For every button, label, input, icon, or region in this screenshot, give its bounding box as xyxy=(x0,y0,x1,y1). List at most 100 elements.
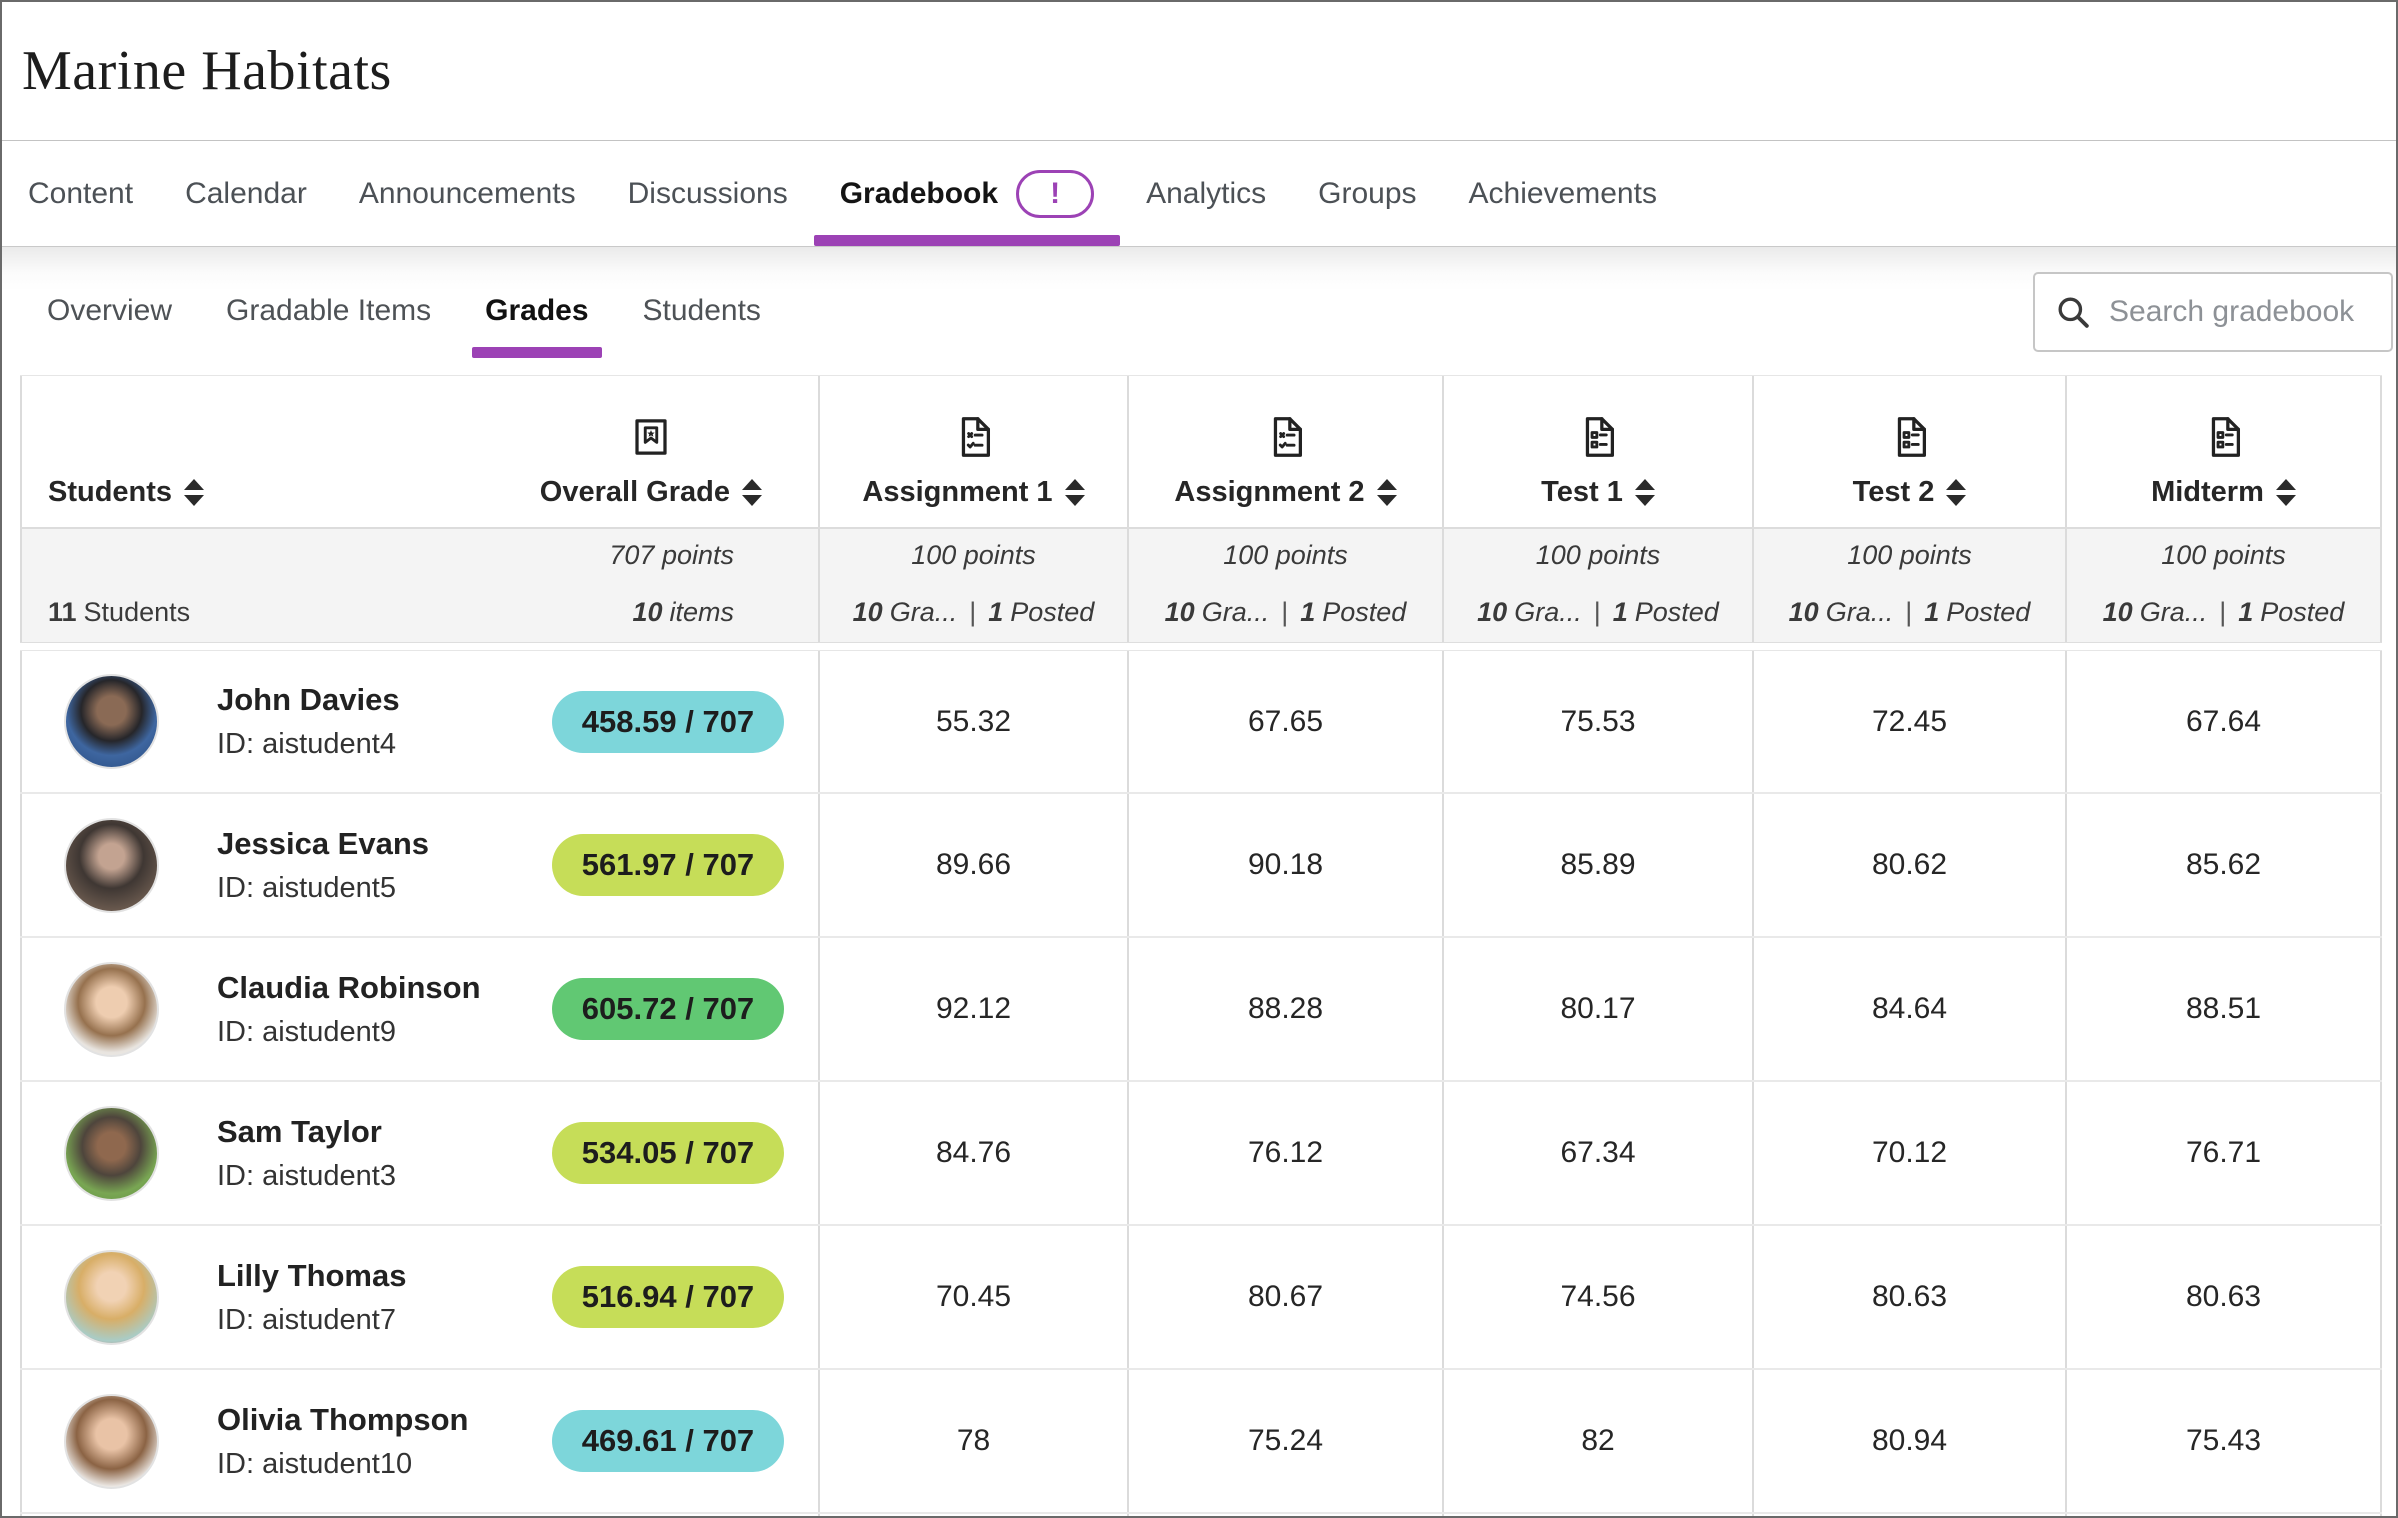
overall-points: 707 points xyxy=(20,529,820,582)
sort-icon[interactable] xyxy=(1064,479,1085,506)
grade-cell[interactable]: 75.43 xyxy=(2067,1370,2382,1512)
points-row: 707 points 100 points 100 points 100 poi… xyxy=(20,527,2382,582)
grade-cell[interactable]: 75.24 xyxy=(1129,1370,1444,1512)
search-icon xyxy=(2058,297,2089,328)
student-identity: Sam Taylor ID: aistudent3 xyxy=(217,1114,396,1193)
column-header-assignment-2[interactable]: Assignment 2 xyxy=(1129,376,1444,527)
grade-cell[interactable]: 89.66 xyxy=(820,794,1129,936)
grade-cell[interactable]: 82 xyxy=(1444,1370,1754,1512)
student-identity: John Davies ID: aistudent4 xyxy=(217,682,400,761)
overall-grade-pill[interactable]: 561.97 / 707 xyxy=(552,834,784,896)
counts-row: 11 Students 10 items 10 Gra... | 1 Posted 10 Gr… xyxy=(20,582,2382,643)
grade-cell[interactable]: 80.17 xyxy=(1444,938,1754,1080)
overall-grade-wrap: 516.94 / 707 xyxy=(518,1266,818,1328)
grade-cell[interactable]: 67.64 xyxy=(2067,651,2382,792)
grade-cell[interactable]: 80.62 xyxy=(1754,794,2067,936)
overall-grade-pill[interactable]: 469.61 / 707 xyxy=(552,1410,784,1472)
grade-cell[interactable]: 88.28 xyxy=(1129,938,1444,1080)
tab-groups[interactable]: Groups xyxy=(1318,176,1417,210)
grade-cell[interactable]: 70.12 xyxy=(1754,1082,2067,1224)
sort-icon[interactable] xyxy=(742,479,762,506)
search-gradebook[interactable] xyxy=(2033,272,2393,352)
overall-grade-wrap: 605.72 / 707 xyxy=(518,978,818,1040)
grade-cell[interactable]: 80.67 xyxy=(1129,1226,1444,1368)
overall-grade-pill[interactable]: 458.59 / 707 xyxy=(552,690,784,753)
grade-cell[interactable]: 85.62 xyxy=(2067,794,2382,936)
test-icon xyxy=(1585,417,1615,457)
grade-cell[interactable]: 74.56 xyxy=(1444,1226,1754,1368)
grade-cell[interactable]: 76.12 xyxy=(1129,1082,1444,1224)
student-row: Jessica Evans ID: aistudent5 561.97 / 70… xyxy=(20,794,2382,938)
grade-cell[interactable]: 84.76 xyxy=(820,1082,1129,1224)
student-cell[interactable]: John Davies ID: aistudent4 458.59 / 707 xyxy=(20,651,820,792)
grade-cell[interactable]: 80.94 xyxy=(1754,1370,2067,1512)
alert-badge: ! xyxy=(1016,169,1095,218)
student-name: Olivia Thompson xyxy=(217,1401,469,1437)
column-header-test-2[interactable]: Test 2 xyxy=(1754,376,2067,527)
sort-icon[interactable] xyxy=(184,479,205,506)
sort-icon[interactable] xyxy=(2275,479,2296,506)
student-id: ID: aistudent4 xyxy=(217,728,396,760)
assignment-icon xyxy=(1273,417,1302,457)
grade-cell[interactable]: 76.71 xyxy=(2067,1082,2382,1224)
column-status: 10 Gra... | 1 Posted xyxy=(1444,582,1754,642)
sort-icon[interactable] xyxy=(1634,479,1655,506)
overall-grade-wrap: 469.61 / 707 xyxy=(518,1410,818,1472)
tab-calendar[interactable]: Calendar xyxy=(185,176,307,210)
sort-icon[interactable] xyxy=(1376,479,1397,506)
grade-cell[interactable]: 70.45 xyxy=(820,1226,1129,1368)
column-status: 10 Gra... | 1 Posted xyxy=(1129,582,1444,642)
student-cell[interactable]: Sam Taylor ID: aistudent3 534.05 / 707 xyxy=(20,1082,820,1224)
overall-grade-pill[interactable]: 534.05 / 707 xyxy=(552,1122,784,1184)
grade-cell[interactable]: 90.18 xyxy=(1129,794,1444,936)
grade-cell[interactable]: 75.53 xyxy=(1444,651,1754,792)
students-column-header[interactable]: Students xyxy=(48,476,205,509)
overall-grade-wrap: 561.97 / 707 xyxy=(518,834,818,896)
subtab-overview[interactable]: Overview xyxy=(47,294,173,327)
test-icon xyxy=(2211,417,2240,457)
column-header-test-1[interactable]: Test 1 xyxy=(1444,376,1754,527)
grade-cell[interactable]: 84.64 xyxy=(1754,938,2067,1080)
grade-cell[interactable]: 55.32 xyxy=(820,651,1129,792)
sort-icon[interactable] xyxy=(1946,479,1967,506)
overall-grade-pill[interactable]: 605.72 / 707 xyxy=(552,978,784,1040)
grade-cell[interactable]: 85.89 xyxy=(1444,794,1754,936)
tab-announcements[interactable]: Announcements xyxy=(358,176,576,210)
student-cell[interactable]: Jessica Evans ID: aistudent5 561.97 / 70… xyxy=(20,794,820,936)
search-input[interactable] xyxy=(2109,295,2373,329)
gradebook-subbar: Overview Gradable Items Grades Students xyxy=(2,247,2396,375)
student-name: John Davies xyxy=(217,682,400,717)
student-identity: Jessica Evans ID: aistudent5 xyxy=(217,826,429,905)
student-row: Claudia Robinson ID: aistudent9 605.72 /… xyxy=(20,938,2382,1082)
tab-gradebook[interactable]: Gradebook ! xyxy=(813,141,1121,246)
student-cell[interactable]: Lilly Thomas ID: aistudent7 516.94 / 707 xyxy=(20,1226,820,1368)
student-row: John Davies ID: aistudent4 458.59 / 707 … xyxy=(20,650,2382,794)
student-cell[interactable]: Claudia Robinson ID: aistudent9 605.72 /… xyxy=(20,938,820,1080)
tab-discussions[interactable]: Discussions xyxy=(627,176,788,210)
grade-cell[interactable]: 80.63 xyxy=(2067,1226,2382,1368)
tab-content[interactable]: Content xyxy=(28,176,134,210)
subtab-gradable-items[interactable]: Gradable Items xyxy=(226,294,432,327)
subtab-grades[interactable]: Grades xyxy=(458,294,615,358)
student-row: Lilly Thomas ID: aistudent7 516.94 / 707… xyxy=(20,1226,2382,1370)
course-nav: Content Calendar Announcements Discussio… xyxy=(2,141,2396,247)
overall-grade-pill[interactable]: 516.94 / 707 xyxy=(552,1266,784,1328)
tab-analytics[interactable]: Analytics xyxy=(1146,176,1267,210)
grade-cell[interactable]: 80.63 xyxy=(1754,1226,2067,1368)
column-header-midterm[interactable]: Midterm xyxy=(2067,376,2382,527)
grade-cell[interactable]: 88.51 xyxy=(2067,938,2382,1080)
tab-achievements[interactable]: Achievements xyxy=(1468,176,1657,210)
students-items-count: 11 Students 10 items xyxy=(20,582,820,642)
student-id: ID: aistudent3 xyxy=(217,1159,396,1192)
student-count: 11 Students xyxy=(48,596,191,627)
assignment-icon xyxy=(961,417,990,457)
grade-cell[interactable]: 72.45 xyxy=(1754,651,2067,792)
grade-cell[interactable]: 92.12 xyxy=(820,938,1129,1080)
grade-cell[interactable]: 67.65 xyxy=(1129,651,1444,792)
subtab-students[interactable]: Students xyxy=(642,294,761,327)
grade-cell[interactable]: 78 xyxy=(820,1370,1129,1512)
student-cell[interactable]: Olivia Thompson ID: aistudent10 469.61 /… xyxy=(20,1370,820,1512)
column-header-assignment-1[interactable]: Assignment 1 xyxy=(820,376,1129,527)
overall-grade-column-header[interactable]: Overall Grade xyxy=(540,414,762,509)
grade-cell[interactable]: 67.34 xyxy=(1444,1082,1754,1224)
